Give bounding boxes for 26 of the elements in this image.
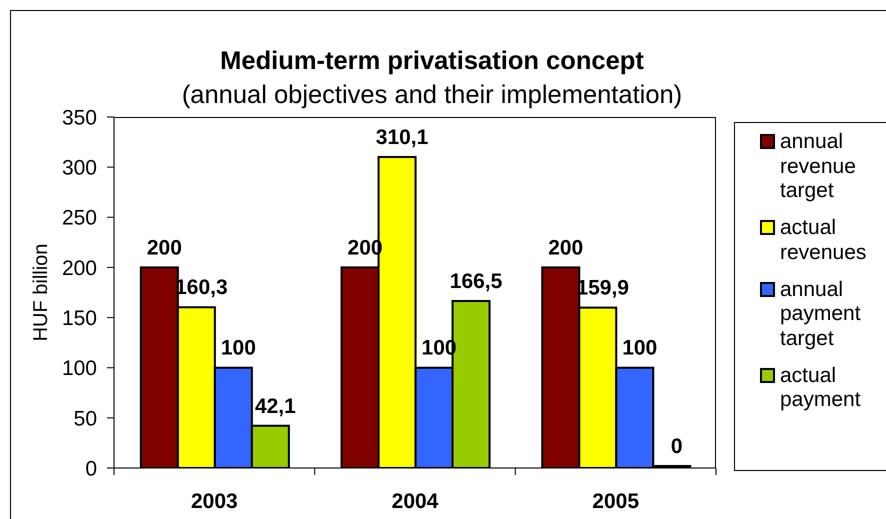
y-tick-label: 150 — [62, 307, 97, 330]
y-tick-label: 0 — [85, 457, 97, 480]
data-label: 100 — [622, 336, 658, 360]
y-tick-label: 300 — [62, 156, 97, 180]
legend-label: annual payment target — [780, 278, 862, 352]
data-label: 200 — [548, 236, 584, 260]
data-label: 42,1 — [254, 394, 296, 418]
legend-label: actual revenues — [780, 216, 868, 266]
x-tick-label: 2005 — [592, 490, 640, 513]
legend-label: actual payment — [780, 364, 862, 414]
data-label: 200 — [146, 236, 182, 260]
y-tick-label: 50 — [74, 407, 97, 430]
x-tick-label: 2003 — [190, 490, 238, 513]
chart-title: Medium-term privatisation concept — [219, 46, 645, 76]
legend-label: annual revenue target — [780, 130, 857, 204]
chart-subtitle: (annual objectives and their implementation) — [180, 80, 684, 110]
y-axis-title: HUF billion — [30, 244, 52, 342]
x-tick-label: 2004 — [392, 490, 439, 513]
y-tick-label: 100 — [62, 357, 97, 380]
y-tick-label: 250 — [62, 206, 97, 230]
data-label: 166,5 — [450, 270, 503, 294]
y-tick-label: 200 — [62, 256, 97, 280]
data-label: 0 — [670, 435, 683, 458]
data-label: 310,1 — [376, 126, 429, 150]
data-label: 100 — [220, 336, 256, 360]
y-tick-label: 350 — [62, 106, 97, 130]
